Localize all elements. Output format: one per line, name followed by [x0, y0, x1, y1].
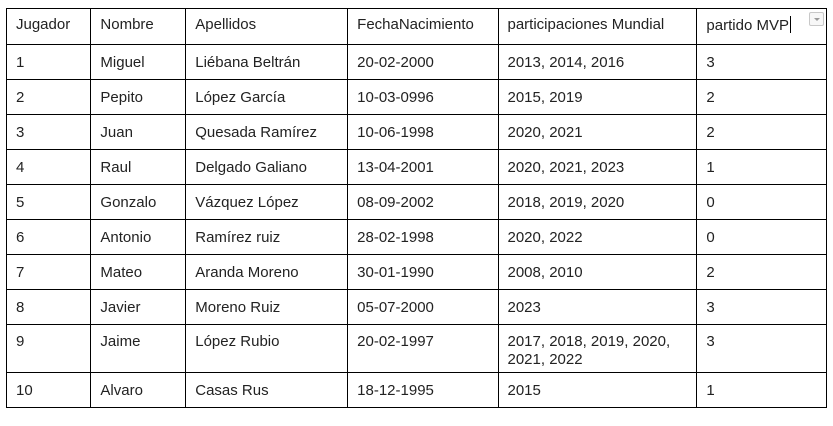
cell-partido-mvp[interactable]: 2: [696, 114, 827, 150]
table-row: 5 Gonzalo Vázquez López 08-09-2002 2018,…: [5, 184, 827, 220]
cell-fecha-nacimiento[interactable]: 08-09-2002: [347, 184, 499, 220]
cell-jugador[interactable]: 5: [5, 184, 92, 220]
cell-partido-mvp[interactable]: 3: [696, 44, 827, 80]
cell-jugador[interactable]: 2: [5, 79, 92, 115]
header-partido-mvp: partido MVP: [706, 17, 789, 34]
cell-participaciones[interactable]: 2020, 2021: [497, 114, 698, 150]
header-participaciones-mundial[interactable]: participaciones Mundial: [497, 8, 698, 45]
cell-apellidos[interactable]: Quesada Ramírez: [185, 114, 349, 150]
cell-apellidos[interactable]: Liébana Beltrán: [185, 44, 349, 80]
header-partido-mvp-cell[interactable]: partido MVP: [696, 8, 827, 45]
cell-fecha-nacimiento[interactable]: 28-02-1998: [347, 219, 499, 255]
cell-participaciones[interactable]: 2013, 2014, 2016: [497, 44, 698, 80]
cell-partido-mvp[interactable]: 2: [696, 254, 827, 290]
cell-apellidos[interactable]: Moreno Ruiz: [185, 289, 349, 325]
header-fecha-nacimiento[interactable]: FechaNacimiento: [347, 8, 499, 45]
cell-nombre[interactable]: Juan: [90, 114, 187, 150]
cell-apellidos[interactable]: Aranda Moreno: [185, 254, 349, 290]
cell-fecha-nacimiento[interactable]: 10-03-0996: [347, 79, 499, 115]
cell-nombre[interactable]: Javier: [90, 289, 187, 325]
cell-participaciones[interactable]: 2015, 2019: [497, 79, 698, 115]
header-apellidos[interactable]: Apellidos: [185, 8, 349, 45]
cell-participaciones[interactable]: 2020, 2021, 2023: [497, 149, 698, 185]
cell-nombre[interactable]: Gonzalo: [90, 184, 187, 220]
table-row: 7 Mateo Aranda Moreno 30-01-1990 2008, 2…: [5, 254, 827, 290]
cell-fecha-nacimiento[interactable]: 18-12-1995: [347, 372, 499, 408]
cell-jugador[interactable]: 1: [5, 44, 92, 80]
table-row: 10 Alvaro Casas Rus 18-12-1995 2015 1: [5, 372, 827, 408]
cell-apellidos[interactable]: López Rubio: [185, 324, 349, 373]
cell-nombre[interactable]: Pepito: [90, 79, 187, 115]
cell-apellidos[interactable]: Delgado Galiano: [185, 149, 349, 185]
header-jugador[interactable]: Jugador: [5, 8, 92, 45]
chevron-down-icon[interactable]: [809, 12, 824, 26]
cell-apellidos[interactable]: Ramírez ruiz: [185, 219, 349, 255]
cell-participaciones[interactable]: 2017, 2018, 2019, 2020, 2021, 2022: [497, 324, 698, 373]
cell-jugador[interactable]: 7: [5, 254, 92, 290]
players-table: Jugador Nombre Apellidos FechaNacimiento…: [5, 8, 827, 408]
cell-participaciones[interactable]: 2015: [497, 372, 698, 408]
cell-partido-mvp[interactable]: 3: [696, 289, 827, 325]
cell-fecha-nacimiento[interactable]: 20-02-2000: [347, 44, 499, 80]
cell-fecha-nacimiento[interactable]: 20-02-1997: [347, 324, 499, 373]
table-row: 3 Juan Quesada Ramírez 10-06-1998 2020, …: [5, 114, 827, 150]
table-row: 9 Jaime López Rubio 20-02-1997 2017, 201…: [5, 324, 827, 373]
cell-nombre[interactable]: Raul: [90, 149, 187, 185]
cell-fecha-nacimiento[interactable]: 30-01-1990: [347, 254, 499, 290]
cell-nombre[interactable]: Mateo: [90, 254, 187, 290]
cell-participaciones[interactable]: 2018, 2019, 2020: [497, 184, 698, 220]
cell-jugador[interactable]: 8: [5, 289, 92, 325]
cell-partido-mvp[interactable]: 3: [696, 324, 827, 373]
cell-jugador[interactable]: 4: [5, 149, 92, 185]
cell-partido-mvp[interactable]: 1: [696, 149, 827, 185]
cell-jugador[interactable]: 6: [5, 219, 92, 255]
cell-nombre[interactable]: Antonio: [90, 219, 187, 255]
cell-apellidos[interactable]: López García: [185, 79, 349, 115]
cell-apellidos[interactable]: Casas Rus: [185, 372, 349, 408]
header-nombre[interactable]: Nombre: [90, 8, 187, 45]
cell-jugador[interactable]: 10: [5, 372, 92, 408]
table-row: 1 Miguel Liébana Beltrán 20-02-2000 2013…: [5, 44, 827, 80]
cell-partido-mvp[interactable]: 0: [696, 219, 827, 255]
table-header-row: Jugador Nombre Apellidos FechaNacimiento…: [5, 8, 827, 45]
cell-participaciones[interactable]: 2008, 2010: [497, 254, 698, 290]
table-row: 2 Pepito López García 10-03-0996 2015, 2…: [5, 79, 827, 115]
table-row: 4 Raul Delgado Galiano 13-04-2001 2020, …: [5, 149, 827, 185]
cell-partido-mvp[interactable]: 1: [696, 372, 827, 408]
cell-jugador[interactable]: 9: [5, 324, 92, 373]
cell-jugador[interactable]: 3: [5, 114, 92, 150]
cell-partido-mvp[interactable]: 0: [696, 184, 827, 220]
cell-apellidos[interactable]: Vázquez López: [185, 184, 349, 220]
cell-fecha-nacimiento[interactable]: 05-07-2000: [347, 289, 499, 325]
table-row: 6 Antonio Ramírez ruiz 28-02-1998 2020, …: [5, 219, 827, 255]
cell-participaciones[interactable]: 2023: [497, 289, 698, 325]
cell-fecha-nacimiento[interactable]: 13-04-2001: [347, 149, 499, 185]
cell-nombre[interactable]: Jaime: [90, 324, 187, 373]
cell-participaciones[interactable]: 2020, 2022: [497, 219, 698, 255]
cell-partido-mvp[interactable]: 2: [696, 79, 827, 115]
cell-fecha-nacimiento[interactable]: 10-06-1998: [347, 114, 499, 150]
cell-nombre[interactable]: Alvaro: [90, 372, 187, 408]
cell-nombre[interactable]: Miguel: [90, 44, 187, 80]
table-row: 8 Javier Moreno Ruiz 05-07-2000 2023 3: [5, 289, 827, 325]
text-cursor: [789, 16, 791, 33]
